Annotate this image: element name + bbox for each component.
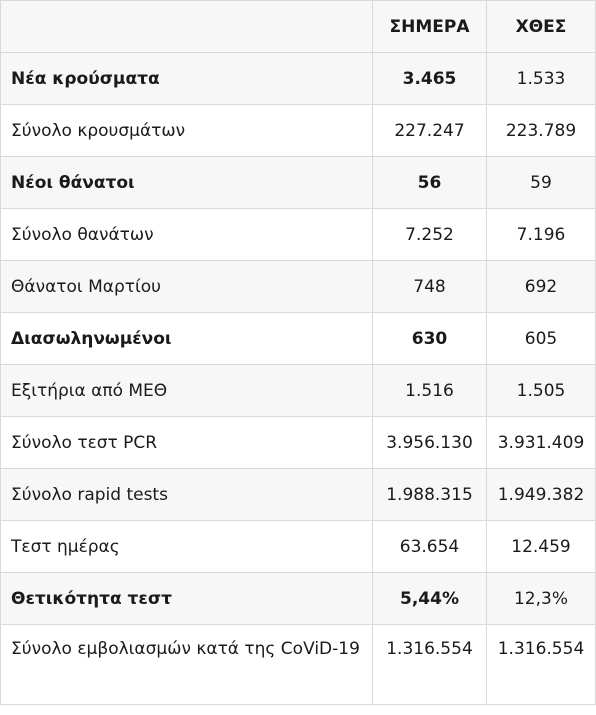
row-label: Νέα κρούσματα (0, 52, 373, 105)
row-yesterday-value: 605 (486, 312, 596, 365)
row-yesterday-value: 1.533 (486, 52, 596, 105)
table-row: Θετικότητα τεστ 5,44% 12,3% (0, 572, 596, 625)
row-today-value: 5,44% (372, 572, 487, 625)
row-yesterday-value: 1.949.382 (486, 468, 596, 521)
row-today-value: 63.654 (372, 520, 487, 573)
row-yesterday-value: 12,3% (486, 572, 596, 625)
row-yesterday-value: 692 (486, 260, 596, 313)
row-today-value: 1.516 (372, 364, 487, 417)
row-label: Θετικότητα τεστ (0, 572, 373, 625)
row-label: Σύνολο κρουσμάτων (0, 104, 373, 157)
row-yesterday-value: 3.931.409 (486, 416, 596, 469)
row-label: Θάνατοι Μαρτίου (0, 260, 373, 313)
row-label: Τεστ ημέρας (0, 520, 373, 573)
row-today-value: 56 (372, 156, 487, 209)
table-row: Σύνολο τεστ PCR 3.956.130 3.931.409 (0, 416, 596, 469)
header-today: ΣΗΜΕΡΑ (372, 0, 487, 53)
table-row: Σύνολο κρουσμάτων 227.247 223.789 (0, 104, 596, 157)
row-today-value: 227.247 (372, 104, 487, 157)
row-label: Διασωληνωμένοι (0, 312, 373, 365)
row-label: Σύνολο τεστ PCR (0, 416, 373, 469)
row-today-value: 7.252 (372, 208, 487, 261)
table-row: Θάνατοι Μαρτίου 748 692 (0, 260, 596, 313)
row-yesterday-value: 1.316.554 (486, 624, 596, 705)
header-yesterday: ΧΘΕΣ (486, 0, 596, 53)
row-yesterday-value: 7.196 (486, 208, 596, 261)
row-yesterday-value: 223.789 (486, 104, 596, 157)
row-today-value: 1.316.554 (372, 624, 487, 705)
row-yesterday-value: 59 (486, 156, 596, 209)
table-row: Σύνολο θανάτων 7.252 7.196 (0, 208, 596, 261)
table-row: Εξιτήρια από ΜΕΘ 1.516 1.505 (0, 364, 596, 417)
row-label: Σύνολο rapid tests (0, 468, 373, 521)
row-today-value: 1.988.315 (372, 468, 487, 521)
row-today-value: 748 (372, 260, 487, 313)
row-today-value: 3.465 (372, 52, 487, 105)
row-label: Νέοι θάνατοι (0, 156, 373, 209)
row-today-value: 630 (372, 312, 487, 365)
row-label: Σύνολο εμβολιασμών κατά της CoViD-19 (0, 624, 373, 705)
table-row: Σύνολο rapid tests 1.988.315 1.949.382 (0, 468, 596, 521)
table-row: Τεστ ημέρας 63.654 12.459 (0, 520, 596, 573)
row-today-value: 3.956.130 (372, 416, 487, 469)
table-header-row: ΣΗΜΕΡΑ ΧΘΕΣ (0, 0, 596, 53)
header-label-cell (0, 0, 373, 53)
row-yesterday-value: 1.505 (486, 364, 596, 417)
row-yesterday-value: 12.459 (486, 520, 596, 573)
row-label: Σύνολο θανάτων (0, 208, 373, 261)
row-label: Εξιτήρια από ΜΕΘ (0, 364, 373, 417)
table-row: Νέοι θάνατοι 56 59 (0, 156, 596, 209)
table-row: Διασωληνωμένοι 630 605 (0, 312, 596, 365)
table-row: Νέα κρούσματα 3.465 1.533 (0, 52, 596, 105)
table-row: Σύνολο εμβολιασμών κατά της CoViD-19 1.31… (0, 624, 596, 705)
